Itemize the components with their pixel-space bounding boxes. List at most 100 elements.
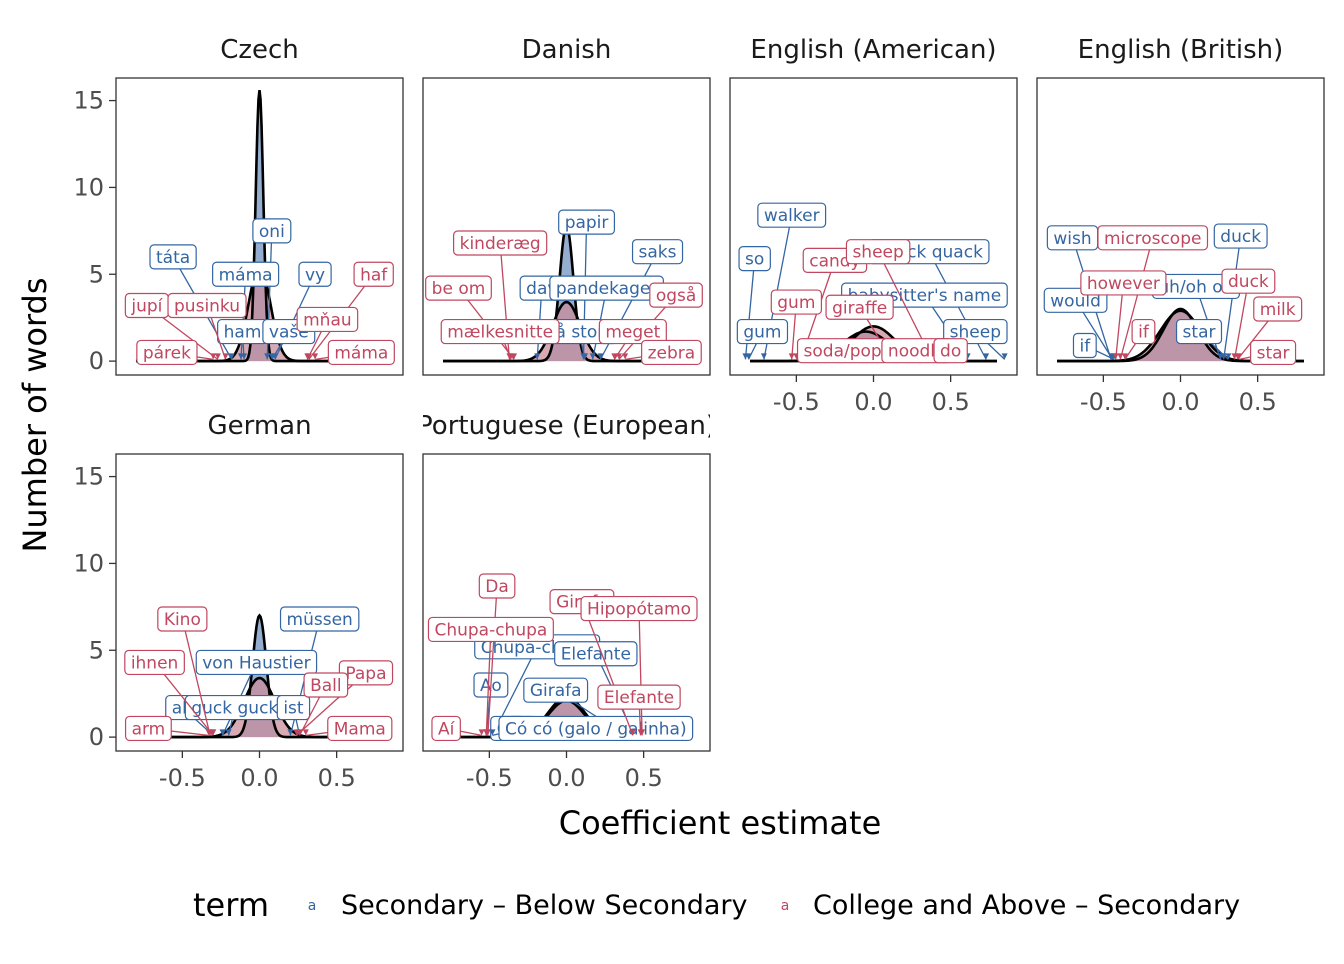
y-tick-label: 5	[89, 260, 104, 288]
word-label-girafa-secondary: Girafa	[523, 677, 589, 703]
word-label-text: do	[940, 342, 961, 362]
label-leader-line	[638, 608, 643, 736]
word-label-ist-secondary: ist	[276, 694, 311, 721]
word-label-box	[498, 715, 694, 742]
word-label-microscope-college: microscope	[1097, 225, 1209, 251]
panel-border	[422, 77, 711, 376]
word-label-chupa-chupa-college: Chupa-chupa	[427, 616, 554, 643]
word-label-text: mňau	[303, 310, 352, 330]
word-label-sheep-college: sheep	[845, 239, 911, 265]
word-label-text: walker	[764, 206, 820, 226]
word-label-text: duck	[1228, 272, 1269, 292]
word-label-text: pandekager	[556, 279, 657, 299]
word-label-box	[252, 218, 292, 244]
word-label-ham-secondary: ham	[217, 318, 269, 345]
word-label-box	[580, 595, 698, 622]
word-label-box	[1097, 225, 1209, 251]
word-label-box	[1253, 296, 1303, 322]
word-label-ball-college: Ball	[303, 672, 349, 698]
word-label-c-c-galo-galinha-secondary: Có có (galo / galinha)	[498, 715, 694, 742]
word-label-box	[296, 306, 359, 333]
y-axis-title: Number of words	[16, 277, 54, 552]
word-label-box	[736, 318, 789, 345]
word-label-text: pusinku	[174, 297, 240, 317]
x-tick-label: 0.5	[318, 764, 356, 792]
label-arrow	[1117, 353, 1124, 360]
word-label-text: jupí	[130, 297, 163, 317]
word-label-box	[933, 338, 968, 364]
word-label-text: ist	[283, 699, 304, 719]
label-arrow	[1001, 353, 1008, 360]
word-label-box	[649, 282, 703, 308]
density-area-college	[136, 265, 383, 362]
word-label-m-ma-secondary: máma	[212, 261, 280, 287]
word-label-text: would	[1050, 291, 1101, 311]
word-label-box	[279, 606, 360, 632]
legend-label-college: College and Above – Secondary	[813, 890, 1240, 921]
word-label-box	[558, 209, 616, 235]
label-arrow	[622, 353, 629, 360]
label-arrow	[483, 729, 490, 736]
word-label-however-college: however	[1080, 270, 1167, 296]
x-tick-label: 0.5	[1239, 388, 1277, 416]
label-arrow	[210, 353, 217, 360]
word-label-gum-college: gum	[770, 289, 823, 315]
word-label-kinder-g-college: kinderæg	[453, 230, 548, 256]
word-label-box	[167, 292, 247, 319]
word-label-giraffe-college: giraffe	[825, 294, 894, 320]
word-label-box	[1080, 270, 1167, 296]
label-arrow	[268, 353, 275, 360]
label-arrow	[788, 353, 795, 360]
word-label-star-college: star	[1250, 339, 1297, 366]
word-label-box	[195, 649, 318, 676]
word-label-text: Girafa	[530, 681, 582, 701]
label-leader-line	[485, 629, 492, 736]
y-tick-label: 15	[73, 463, 104, 491]
x-tick-label: -0.5	[466, 764, 513, 792]
label-arrow	[214, 353, 221, 360]
label-arrow	[637, 729, 644, 736]
word-label-box	[631, 239, 684, 265]
word-label-text: saks	[639, 243, 677, 263]
word-label-m-au-college: mňau	[296, 306, 359, 333]
label-arrow	[478, 729, 485, 736]
word-label-vy-secondary: vy	[298, 261, 332, 287]
y-tick-label: 10	[73, 549, 104, 577]
word-label-wish-secondary: wish	[1046, 225, 1099, 251]
word-label-milk-college: milk	[1253, 296, 1303, 322]
label-leader-line	[274, 273, 316, 360]
label-arrow	[1217, 353, 1224, 360]
word-label-m-lkesnitte-college: mælkesnitte	[440, 318, 560, 345]
label-arrow	[241, 353, 248, 360]
legend-label-secondary: Secondary – Below Secondary	[341, 890, 747, 921]
word-label-zebra-college: zebra	[641, 339, 702, 366]
word-label-papir-secondary: papir	[558, 209, 616, 235]
word-label-box	[757, 202, 827, 228]
word-label-text: if	[1079, 336, 1091, 356]
label-arrow	[210, 729, 217, 736]
legend: term a Secondary – Below Secondary a Col…	[193, 886, 1240, 924]
word-label-text: Aí	[438, 719, 456, 739]
facet-title: English (British)	[1078, 35, 1284, 65]
word-label-do-college: do	[933, 338, 968, 364]
word-label-box	[327, 715, 393, 742]
word-label-box	[453, 230, 548, 256]
x-tick-label: 0.0	[1161, 388, 1199, 416]
label-leader-line	[1115, 282, 1125, 360]
word-label-text: star	[1257, 343, 1290, 363]
word-label-text: Ball	[310, 676, 342, 696]
word-label-text: så stor!	[547, 322, 611, 343]
word-label-text: soda/pop	[804, 342, 882, 362]
word-label-guck-guck-secondary: guck guck	[184, 694, 285, 721]
y-tick-label: 0	[89, 723, 104, 751]
word-label-da-college: Da	[478, 573, 516, 599]
label-leader-line	[1233, 281, 1250, 360]
label-arrow	[629, 729, 636, 736]
word-label-text: máma	[219, 265, 273, 285]
word-label-gum-secondary: gum	[736, 318, 789, 345]
x-tick-label: 0.0	[854, 388, 892, 416]
